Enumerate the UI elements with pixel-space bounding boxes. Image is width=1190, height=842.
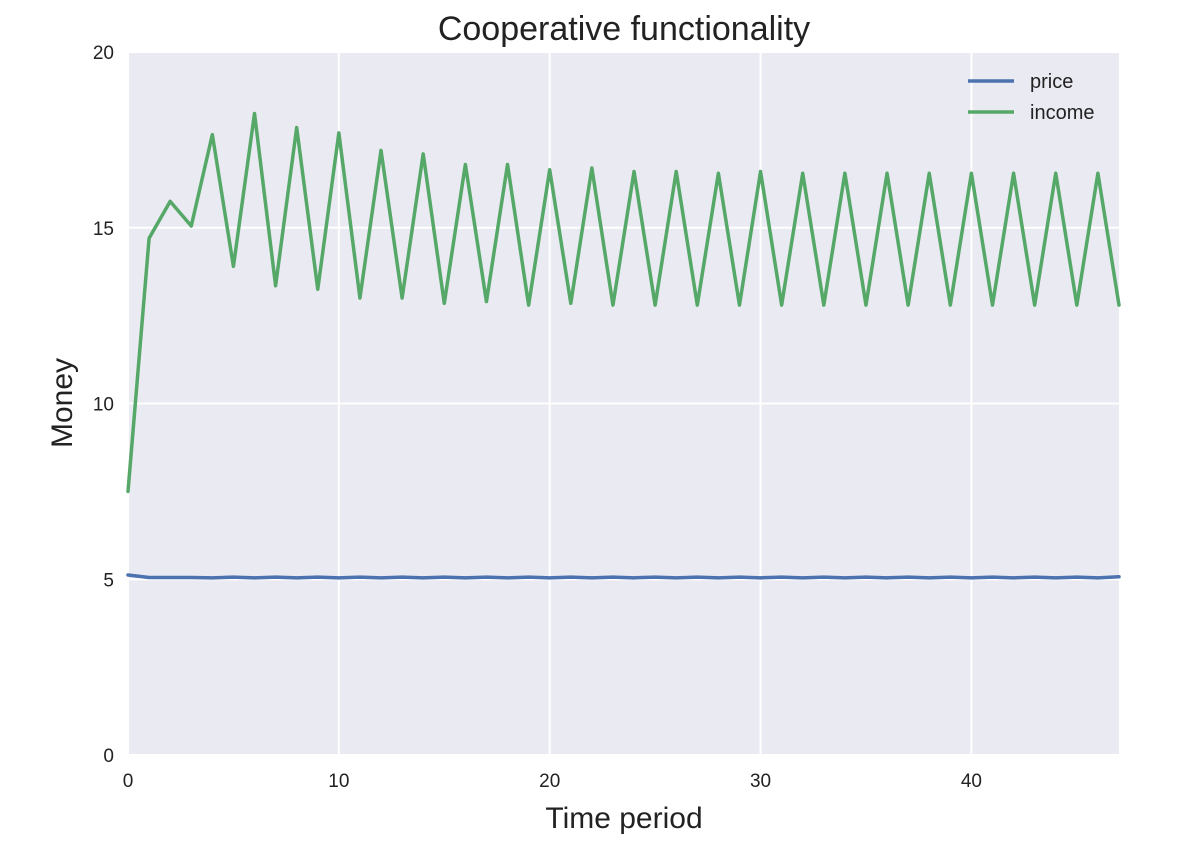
legend: price income: [968, 71, 1094, 124]
tick-labels: 0 10 20 30 40 0 5 10 15 20: [93, 43, 982, 792]
y-tick-label: 0: [103, 746, 114, 767]
y-tick-label: 20: [93, 43, 114, 64]
x-tick-label: 40: [961, 771, 982, 792]
x-tick-label: 30: [750, 771, 771, 792]
series-layer: [126, 111, 1121, 580]
y-tick-label: 15: [93, 219, 114, 240]
series-line-price: [126, 573, 1121, 580]
x-tick-label: 10: [328, 771, 349, 792]
legend-label-price: price: [1030, 71, 1073, 93]
y-axis-label: Money: [46, 358, 79, 448]
chart-title: Cooperative functionality: [438, 10, 810, 48]
y-tick-label: 5: [103, 570, 114, 591]
legend-label-income: income: [1030, 102, 1094, 124]
x-axis-label: Time period: [545, 802, 702, 835]
series-line-income: [126, 111, 1121, 494]
y-tick-label: 10: [93, 395, 114, 416]
x-tick-label: 0: [123, 771, 134, 792]
x-tick-label: 20: [539, 771, 560, 792]
